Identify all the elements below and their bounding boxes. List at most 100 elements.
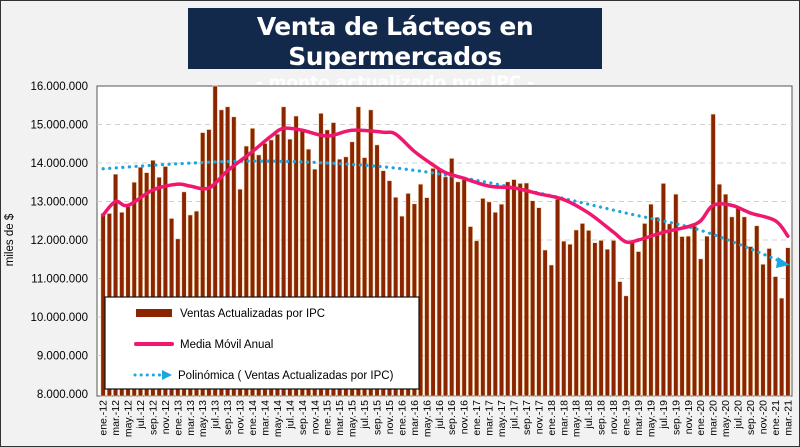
legend-label-trend: Polinómica ( Ventas Actualizadas por IPC… <box>178 370 394 382</box>
x-tick-label: nov.-12 <box>160 400 172 434</box>
bar <box>685 235 691 397</box>
bar <box>498 203 505 397</box>
x-tick-label: nov.-20 <box>757 400 769 434</box>
x-tick-label: ene.-21 <box>770 400 782 436</box>
bar <box>306 148 312 397</box>
x-tick-label: may.-13 <box>197 400 209 437</box>
bar <box>492 211 498 397</box>
bar <box>436 168 442 397</box>
bar <box>262 143 268 397</box>
bar <box>517 183 523 397</box>
x-tick-label: sep.-20 <box>745 400 757 435</box>
trendline-polinomica <box>101 159 785 265</box>
bar <box>218 109 224 397</box>
x-tick-label: may.-17 <box>496 400 508 437</box>
bar <box>579 223 585 397</box>
bar <box>137 166 144 397</box>
bar <box>629 240 635 397</box>
bar <box>268 139 274 397</box>
x-tick-label: nov.-18 <box>608 400 620 434</box>
x-tick-label: mar.-14 <box>259 400 271 436</box>
bar <box>318 113 324 397</box>
bar <box>337 158 343 397</box>
x-tick-label: sep.-14 <box>297 400 309 435</box>
bar <box>667 223 673 397</box>
line-series <box>101 126 790 269</box>
trend-arrow-icon <box>775 257 790 269</box>
bar <box>362 157 368 397</box>
x-tick-label: may.-19 <box>645 400 657 437</box>
bar <box>567 243 573 397</box>
bar <box>312 168 318 397</box>
bar <box>704 235 710 397</box>
bar <box>741 216 747 397</box>
bar <box>505 181 511 397</box>
x-tick-label: mar.-12 <box>110 400 122 436</box>
x-tick-label: ene.-15 <box>322 400 334 436</box>
x-tick-label: jul.-18 <box>583 400 595 430</box>
bar <box>511 179 517 397</box>
bar <box>523 182 529 397</box>
y-axis-label: miles de $ <box>4 213 16 266</box>
bar <box>386 180 393 397</box>
bar <box>405 193 411 397</box>
legend: Ventas Actualizadas por IPC Media Móvil … <box>104 296 420 390</box>
legend-trend-arrow-icon <box>162 370 172 380</box>
x-tick-label: jul.-20 <box>733 400 745 430</box>
bar <box>772 276 778 397</box>
y-tick-label: 8.000.000 <box>37 389 88 401</box>
x-tick-label: jul.-14 <box>284 400 296 430</box>
bar <box>555 198 561 397</box>
bar <box>760 263 766 397</box>
x-tick-label: mar.-20 <box>708 400 720 436</box>
bar <box>480 198 486 397</box>
bar <box>642 223 648 397</box>
y-tick-label: 9.000.000 <box>37 351 88 363</box>
bar <box>293 115 299 397</box>
bar <box>368 109 374 397</box>
bar <box>530 200 536 397</box>
bar <box>212 85 218 397</box>
bar <box>474 240 480 397</box>
bar <box>654 216 660 397</box>
y-tick-label: 15.000.000 <box>30 120 88 132</box>
x-tick-label: jul.-19 <box>658 400 670 430</box>
bar <box>131 181 137 397</box>
x-tick-label: sep.-13 <box>222 400 234 435</box>
bar <box>754 225 760 397</box>
bar <box>548 264 554 397</box>
x-tick-label: may.-16 <box>421 400 433 437</box>
bar <box>673 193 679 397</box>
legend-swatch-bars <box>136 309 172 317</box>
bar <box>455 181 461 397</box>
bar <box>779 297 785 397</box>
bar <box>660 183 666 397</box>
bar <box>162 166 168 397</box>
y-tick-label: 14.000.000 <box>30 158 88 170</box>
x-tick-label: mar.-21 <box>782 400 794 436</box>
bar <box>698 258 704 397</box>
bar <box>623 295 629 397</box>
x-tick-label: mar.-18 <box>558 400 570 436</box>
bar <box>716 183 722 397</box>
bar <box>635 251 642 397</box>
x-tick-label: sep.-12 <box>147 400 159 435</box>
bar <box>611 240 617 397</box>
bar <box>330 122 336 397</box>
x-tick-label: ene.-18 <box>546 400 558 436</box>
x-tick-label: mar.-15 <box>334 400 346 436</box>
bar <box>461 179 467 397</box>
legend-label-moving-average: Media Móvil Anual <box>180 339 273 351</box>
x-tick-label: mar.-17 <box>484 400 496 436</box>
bar <box>343 156 349 397</box>
x-tick-label: ene.-20 <box>695 400 707 436</box>
bar <box>243 145 249 397</box>
x-tick-label: nov.-19 <box>683 400 695 434</box>
y-tick-label: 10.000.000 <box>30 312 88 324</box>
x-tick-label: sep.-15 <box>372 400 384 435</box>
x-tick-label: jul.-15 <box>359 400 371 430</box>
bar <box>206 129 212 397</box>
y-tick-label: 12.000.000 <box>30 235 88 247</box>
x-tick-label: jul.-12 <box>135 400 147 430</box>
